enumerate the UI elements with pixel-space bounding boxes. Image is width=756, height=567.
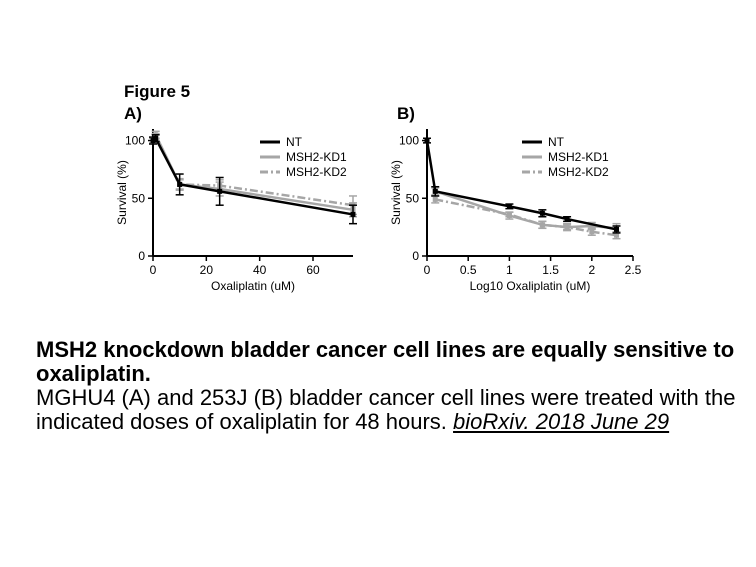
p1-data-point — [506, 203, 512, 209]
p0-x-tick-label: 20 — [200, 263, 214, 277]
p0-x-tick-label: 0 — [150, 263, 157, 277]
p1-y-axis-label: Survival (%) — [389, 160, 403, 225]
p0-y-tick-label: 0 — [138, 249, 145, 263]
p0-legend-label: MSH2-KD2 — [286, 165, 347, 179]
p1-data-point — [539, 210, 545, 216]
p1-series-line-nt — [425, 140, 617, 231]
p0-legend-label: NT — [286, 135, 303, 149]
p0-data-point — [177, 181, 183, 187]
p1-legend-label: NT — [548, 135, 565, 149]
caption-citation: bioRxiv. 2018 June 29 — [453, 409, 670, 434]
panel-b-label: B) — [397, 104, 415, 123]
p1-data-point — [614, 232, 620, 238]
p0-y-tick-label: 100 — [125, 134, 145, 148]
p1-data-point — [589, 229, 595, 235]
p0-data-point — [150, 138, 156, 144]
p1-data-point — [432, 196, 438, 202]
p1-data-point — [432, 188, 438, 194]
p0-y-tick-label: 50 — [132, 191, 146, 205]
p0-x-tick-label: 60 — [306, 263, 320, 277]
chart-panel-a: 0 50 100 0 20 40 60 Oxaliplatin (uM) Survival (%… — [115, 129, 357, 293]
p0-x-tick-label: 40 — [253, 263, 267, 277]
p1-series-line-msh2-kd2 — [434, 198, 617, 237]
p1-y-tick-label: 50 — [406, 191, 420, 205]
p0-x-axis-label: Oxaliplatin (uM) — [211, 279, 295, 293]
p1-x-tick-label: 2 — [588, 263, 595, 277]
p1-legend-label: MSH2-KD1 — [548, 150, 609, 164]
p1-y-tick-label: 100 — [399, 134, 419, 148]
figure-title: Figure 5 — [124, 82, 191, 101]
p0-y-axis-label: Survival (%) — [115, 160, 129, 225]
p1-y-tick-label: 0 — [412, 249, 419, 263]
p0-data-point — [217, 188, 223, 194]
p1-data-point — [424, 138, 430, 144]
chart-panel-b: 0 50 100 0 0.5 1 1.5 2 2.5 Log10 Oxaliplatin (uM)… — [389, 129, 642, 293]
caption-title: MSH2 knockdown bladder cancer cell lines… — [36, 337, 735, 386]
caption-body: MGHU4 (A) and 253J (B) bladder cancer ce… — [36, 385, 736, 434]
p1-data-point — [506, 213, 512, 219]
p1-x-tick-label: 1 — [506, 263, 513, 277]
p1-x-tick-label: 0.5 — [460, 263, 477, 277]
p1-data-point — [564, 216, 570, 222]
p0-data-point — [350, 211, 356, 217]
p1-legend-label: MSH2-KD2 — [548, 165, 609, 179]
p1-data-point — [589, 223, 595, 229]
p1-x-tick-label: 1.5 — [542, 263, 559, 277]
p1-data-point — [564, 224, 570, 230]
p1-x-tick-label: 2.5 — [625, 263, 642, 277]
p1-data-point — [614, 226, 620, 232]
p1-data-point — [539, 222, 545, 228]
p0-legend-label: MSH2-KD1 — [286, 150, 347, 164]
p1-x-tick-label: 0 — [424, 263, 431, 277]
panel-a-label: A) — [124, 104, 142, 123]
figure-caption: MSH2 knockdown bladder cancer cell lines… — [36, 338, 736, 434]
p1-x-axis-label: Log10 Oxaliplatin (uM) — [470, 279, 591, 293]
p0-data-point — [153, 135, 159, 141]
